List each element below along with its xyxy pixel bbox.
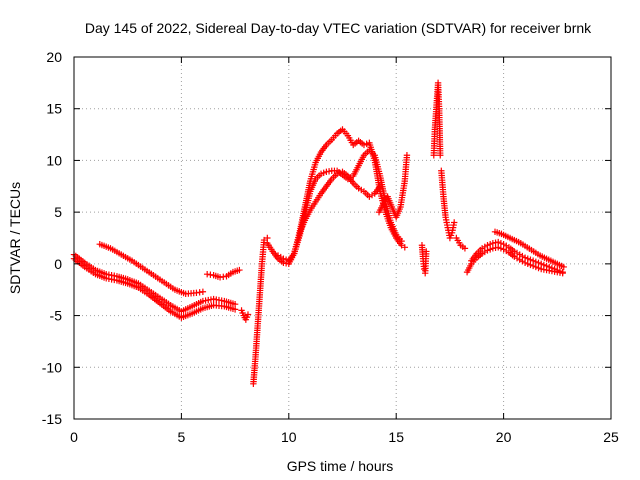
- data-point: [423, 248, 430, 255]
- data-point: [403, 152, 411, 159]
- y-tick-label: 20: [46, 49, 62, 65]
- data-point: [560, 263, 567, 271]
- data-point: [559, 268, 566, 276]
- data-point: [236, 266, 243, 274]
- data-point: [231, 300, 239, 308]
- data-point: [461, 245, 469, 252]
- series-track-j: [375, 152, 411, 221]
- series-track-a: [70, 255, 239, 321]
- series-track-n: [453, 234, 469, 252]
- series-track-b: [70, 251, 239, 315]
- series-track-f: [250, 234, 271, 388]
- series-track-d: [203, 266, 243, 281]
- x-tick-label: 5: [178, 429, 186, 445]
- axis-ticks: [73, 56, 612, 420]
- x-tick-label: 25: [603, 429, 619, 445]
- series-track-p: [468, 238, 566, 276]
- y-tick-label: 0: [54, 256, 62, 272]
- data-point: [437, 152, 444, 159]
- x-tick-label: 15: [388, 429, 404, 445]
- series-track-q: [491, 228, 567, 271]
- y-axis-label: SDTVAR / TECUs: [7, 182, 23, 294]
- y-tick-label: -10: [42, 359, 62, 375]
- data-point: [244, 311, 252, 318]
- y-tick-label: 10: [46, 152, 62, 168]
- tick-labels: 0 5 10 15 20 25 -15 -10 -5 0 5 10 15 20: [42, 49, 619, 445]
- data-point: [260, 236, 268, 244]
- data-point: [401, 244, 408, 251]
- series-track-c: [96, 241, 207, 298]
- x-tick-label: 10: [281, 429, 297, 445]
- data-point: [450, 219, 458, 226]
- series-track-i: [296, 168, 384, 237]
- series-track-e: [238, 307, 252, 323]
- chart-title: Day 145 of 2022, Sidereal Day-to-day VTE…: [85, 20, 592, 36]
- data-points: [70, 79, 567, 388]
- series-track-l: [430, 79, 444, 159]
- series-track-m: [438, 167, 458, 242]
- data-point: [398, 237, 405, 245]
- series-track-k: [418, 242, 430, 277]
- x-tick-label: 20: [496, 429, 512, 445]
- data-point: [199, 288, 207, 295]
- x-tick-label: 0: [70, 429, 78, 445]
- plot-frame: [73, 56, 612, 420]
- y-tick-label: -5: [50, 308, 63, 324]
- y-tick-label: 15: [46, 101, 62, 117]
- data-point: [376, 183, 384, 190]
- x-axis-label: GPS time / hours: [287, 458, 394, 474]
- gridlines: [74, 57, 611, 419]
- y-tick-label: -15: [42, 411, 62, 427]
- y-tick-label: 5: [54, 204, 62, 220]
